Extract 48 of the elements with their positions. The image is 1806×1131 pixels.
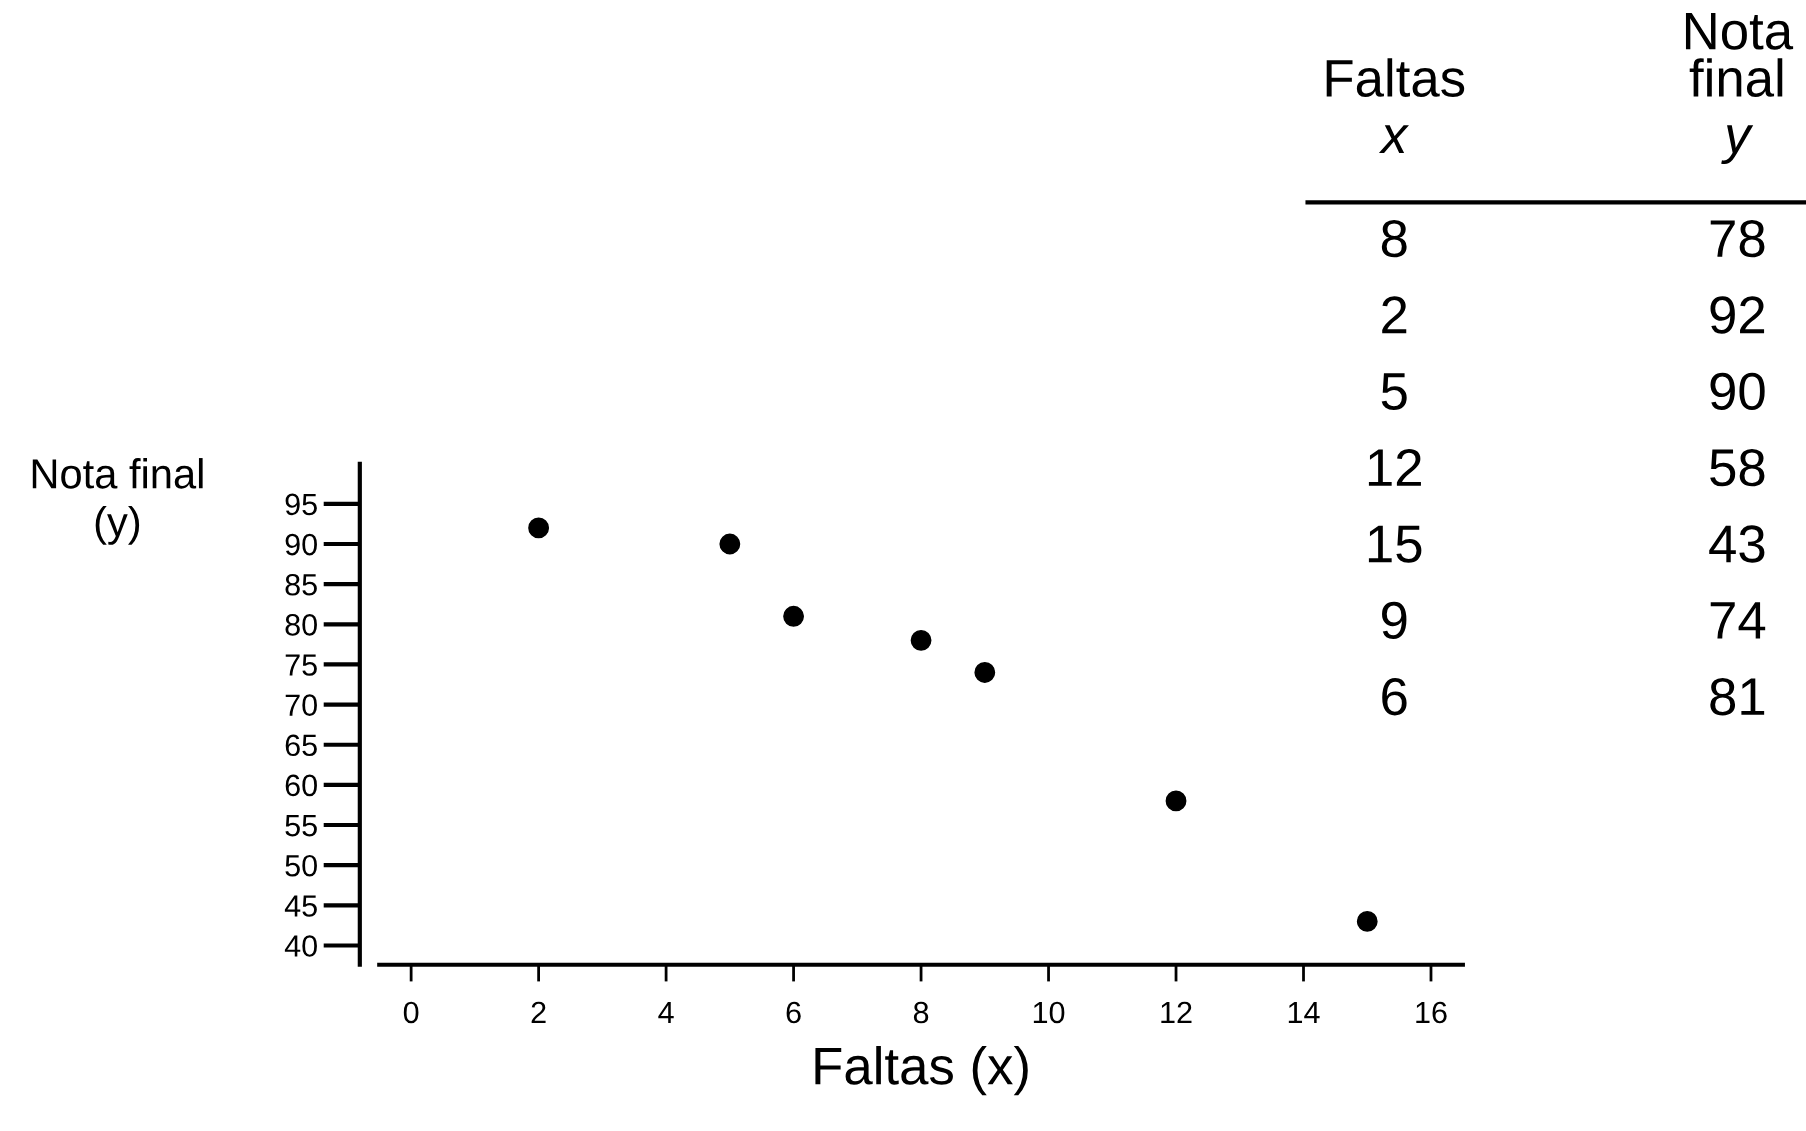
point [1356, 910, 1378, 932]
y-tick-label: 50 [285, 854, 317, 877]
y-tick-label: 45 [284, 895, 317, 917]
x-tick-label: 16 [1416, 1001, 1447, 1024]
text: 2 [1382, 296, 1407, 334]
y-tick-label: 90 [285, 533, 317, 556]
x-tick-label: 6 [786, 1001, 801, 1024]
x-axis-title: Faltas (x) [815, 1046, 1028, 1096]
x-tick-label: 0 [403, 1001, 419, 1024]
y-tick-label: 85 [285, 573, 317, 596]
x-tick-label: 10 [1033, 1001, 1065, 1024]
y-tick-label: 65 [285, 734, 317, 757]
x-tick-label: 2 [531, 1001, 546, 1023]
text: 92 [1710, 296, 1765, 334]
point [974, 662, 996, 683]
text: 58 [1710, 448, 1765, 487]
annotation: 15 [1368, 525, 1422, 563]
text: 74 [1710, 602, 1766, 639]
y-tick-label: 80 [285, 614, 317, 636]
point [528, 517, 550, 539]
x-tick-label: 8 [913, 1001, 929, 1024]
annotation: 12 [1368, 448, 1421, 486]
y-tick-label: 70 [285, 694, 317, 716]
point [910, 629, 932, 651]
text: x [1378, 125, 1409, 154]
point [719, 533, 741, 555]
y-axis-title: Nota final (y) [32, 458, 203, 545]
text: 5 [1381, 373, 1407, 411]
text: Faltas [1326, 58, 1465, 98]
text: 90 [1710, 372, 1765, 411]
annotation: 6 [1382, 678, 1407, 716]
text: 8 [1381, 219, 1407, 258]
x-tick-label: 4 [658, 1001, 674, 1023]
point [1165, 790, 1187, 812]
text: 81 [1710, 678, 1765, 716]
annotation: 9 [1382, 601, 1407, 640]
x-tick-label: 14 [1288, 1001, 1320, 1023]
y-tick-label: 40 [284, 935, 317, 957]
text: Nota final [1685, 12, 1794, 98]
text: 43 [1709, 525, 1765, 563]
y-tick-label: 55 [285, 815, 317, 837]
x-tick-label: 12 [1161, 1001, 1192, 1023]
y-tick-label: 95 [285, 493, 317, 516]
text: y [1721, 125, 1754, 164]
y-tick-label: 60 [285, 774, 317, 797]
text: 78 [1710, 219, 1765, 258]
point [783, 605, 804, 627]
y-tick-label: 75 [285, 654, 317, 676]
